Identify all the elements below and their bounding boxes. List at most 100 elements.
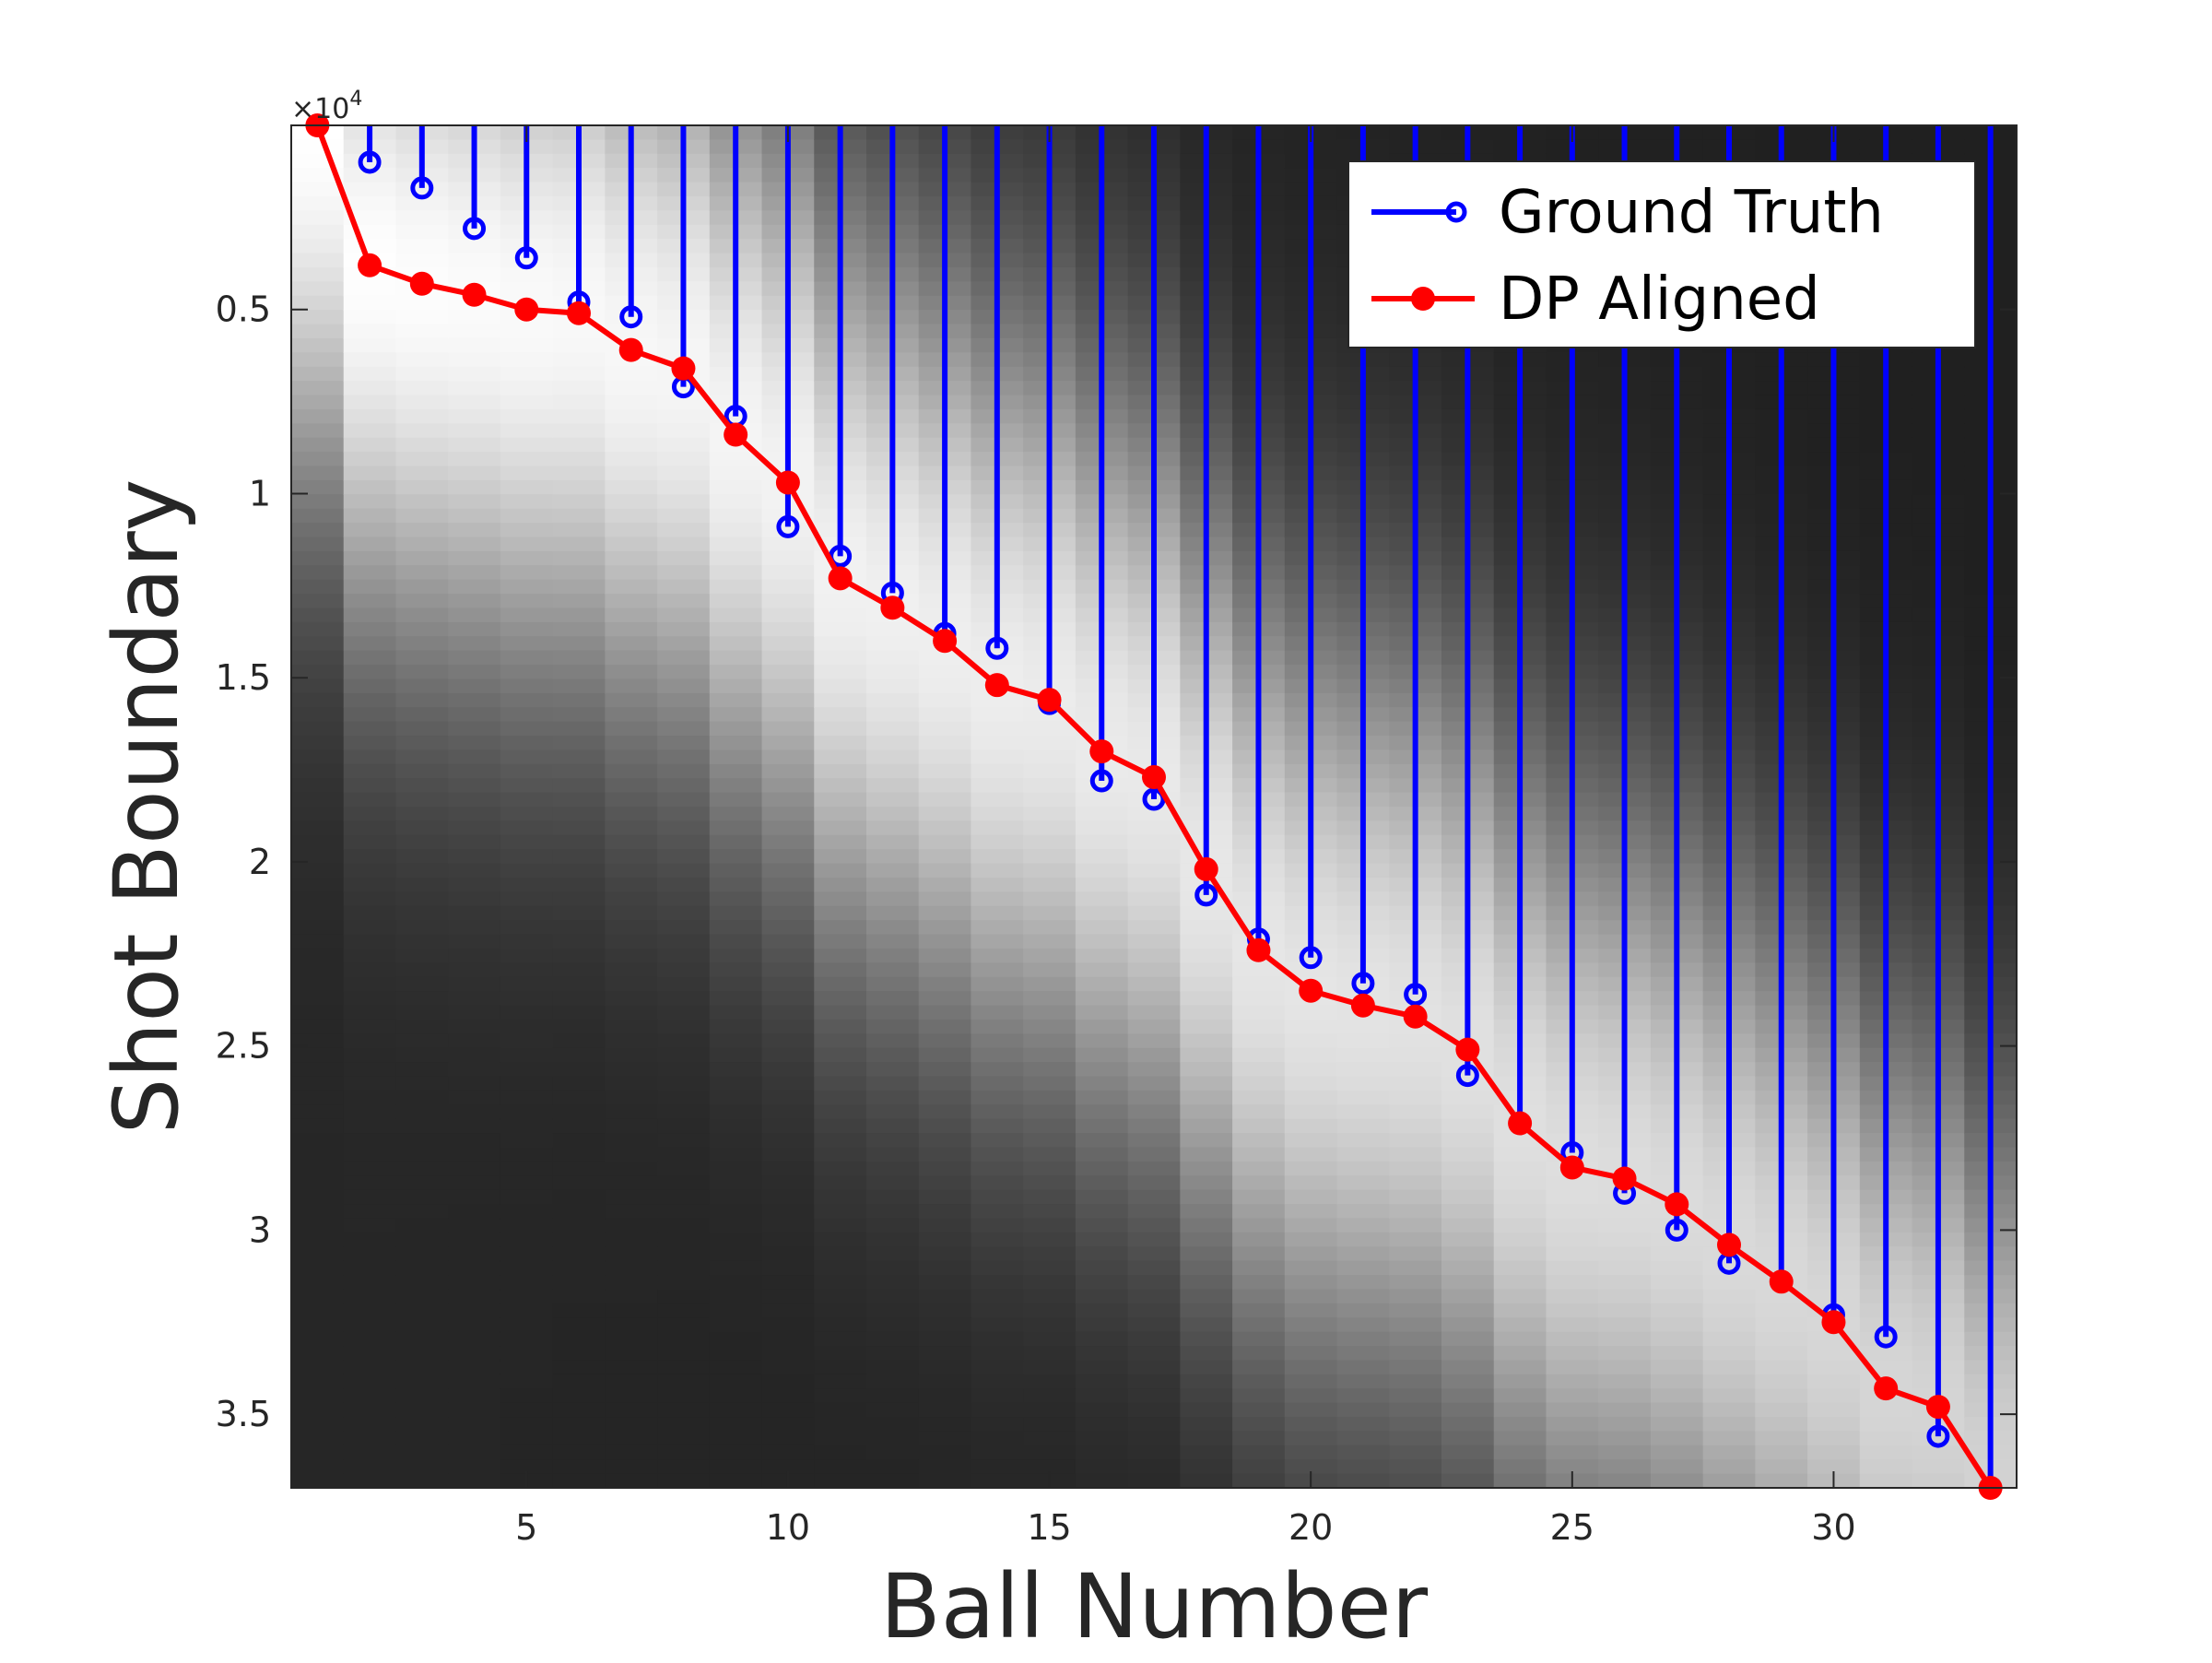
heatmap-cell xyxy=(814,707,867,723)
heatmap-cell xyxy=(552,636,606,652)
heatmap-cell xyxy=(448,792,501,808)
heatmap-cell xyxy=(866,1374,920,1389)
heatmap-cell xyxy=(971,1459,1024,1475)
heatmap-cell xyxy=(395,1161,449,1176)
heatmap-cell xyxy=(395,905,449,921)
heatmap-cell xyxy=(500,408,554,424)
heatmap-cell xyxy=(1755,1459,1808,1475)
heatmap-cell xyxy=(761,1133,815,1149)
heatmap-cell xyxy=(605,692,658,708)
heatmap-cell xyxy=(1441,1459,1495,1475)
heatmap-cell xyxy=(971,1402,1024,1418)
heatmap-cell xyxy=(1546,1289,1599,1304)
heatmap-cell xyxy=(761,1388,815,1404)
heatmap-cell xyxy=(657,1019,711,1034)
heatmap-cell xyxy=(1075,905,1129,921)
legend-ground-truth-marker xyxy=(1445,201,1467,223)
heatmap-cell xyxy=(866,763,920,779)
heatmap-cell xyxy=(395,877,449,892)
heatmap-cell xyxy=(1180,1260,1233,1276)
heatmap-cell xyxy=(343,1062,397,1078)
heatmap-cell xyxy=(552,1374,606,1389)
heatmap-cell xyxy=(1284,962,1338,978)
heatmap-cell xyxy=(1023,1360,1077,1375)
heatmap-cell xyxy=(448,820,501,836)
heatmap-cell xyxy=(552,905,606,921)
heatmap-cell xyxy=(971,905,1024,921)
heatmap-cell xyxy=(814,792,867,808)
heatmap-cell xyxy=(1023,1133,1077,1149)
heatmap-cell xyxy=(918,1317,972,1333)
heatmap-cell xyxy=(918,834,972,850)
heatmap-cell xyxy=(814,1360,867,1375)
heatmap-cell xyxy=(1075,1431,1129,1446)
heatmap-cell xyxy=(448,1175,501,1191)
heatmap-cell xyxy=(448,310,501,325)
heatmap-cell xyxy=(1180,1232,1233,1247)
heatmap-cell xyxy=(291,1005,345,1020)
heatmap-cell xyxy=(395,1317,449,1333)
heatmap-cell xyxy=(1493,1204,1547,1220)
heatmap-cell xyxy=(709,849,763,865)
heatmap-cell xyxy=(1023,934,1077,949)
heatmap-cell xyxy=(1075,920,1129,936)
heatmap-cell xyxy=(291,352,345,368)
heatmap-cell xyxy=(1075,1317,1129,1333)
heatmap-cell xyxy=(448,1204,501,1220)
heatmap-cell xyxy=(1389,1289,1442,1304)
heatmap-cell xyxy=(500,1232,554,1247)
heatmap-cell xyxy=(395,834,449,850)
heatmap-cell xyxy=(343,1260,397,1276)
heatmap-cell xyxy=(1336,1118,1390,1134)
heatmap-cell xyxy=(1598,1218,1652,1233)
heatmap-cell xyxy=(291,452,345,467)
heatmap-cell xyxy=(761,1260,815,1276)
heatmap-cell xyxy=(1232,1374,1286,1389)
heatmap-cell xyxy=(552,849,606,865)
heatmap-cell xyxy=(1127,1473,1181,1488)
heatmap-cell xyxy=(343,1133,397,1149)
heatmap-cell xyxy=(1075,1076,1129,1091)
heatmap-cell xyxy=(448,721,501,737)
heatmap-cell xyxy=(918,920,972,936)
heatmap-cell xyxy=(448,1473,501,1488)
heatmap-cell xyxy=(291,1161,345,1176)
heatmap-cell xyxy=(1389,1473,1442,1488)
ground-truth-point xyxy=(1455,1064,1479,1088)
heatmap-cell xyxy=(1180,1374,1233,1389)
heatmap-cell xyxy=(500,976,554,992)
heatmap-cell xyxy=(1023,736,1077,751)
heatmap-cell xyxy=(709,1445,763,1460)
heatmap-cell xyxy=(918,1331,972,1347)
heatmap-cell xyxy=(761,1047,815,1063)
heatmap-cell xyxy=(761,834,815,850)
heatmap-cell xyxy=(448,948,501,963)
heatmap-cell xyxy=(1912,1445,1965,1460)
heatmap-cell xyxy=(1389,1118,1442,1134)
heatmap-cell xyxy=(971,863,1024,879)
heatmap-cell xyxy=(709,1346,763,1362)
heatmap-cell xyxy=(1023,1232,1077,1247)
heatmap-cell xyxy=(500,820,554,836)
heatmap-cell xyxy=(761,863,815,879)
heatmap-cell xyxy=(1023,1260,1077,1276)
dp-aligned-point xyxy=(984,673,1009,698)
heatmap-cell xyxy=(709,1289,763,1304)
heatmap-cell xyxy=(291,253,345,268)
heatmap-cell xyxy=(1284,1246,1338,1262)
heatmap-cell xyxy=(814,1275,867,1291)
heatmap-cell xyxy=(657,423,711,439)
heatmap-cell xyxy=(448,665,501,680)
heatmap-cell xyxy=(605,707,658,723)
heatmap-cell xyxy=(1180,1133,1233,1149)
heatmap-cell xyxy=(1023,1275,1077,1291)
heatmap-cell xyxy=(291,1346,345,1362)
heatmap-cell xyxy=(343,1275,397,1291)
heatmap-cell xyxy=(1336,1218,1390,1233)
heatmap-cell xyxy=(291,1360,345,1375)
heatmap-cell xyxy=(1232,1189,1286,1205)
heatmap-cell xyxy=(1127,962,1181,978)
heatmap-cell xyxy=(500,1104,554,1120)
heatmap-cell xyxy=(1546,1346,1599,1362)
heatmap-cell xyxy=(761,1289,815,1304)
